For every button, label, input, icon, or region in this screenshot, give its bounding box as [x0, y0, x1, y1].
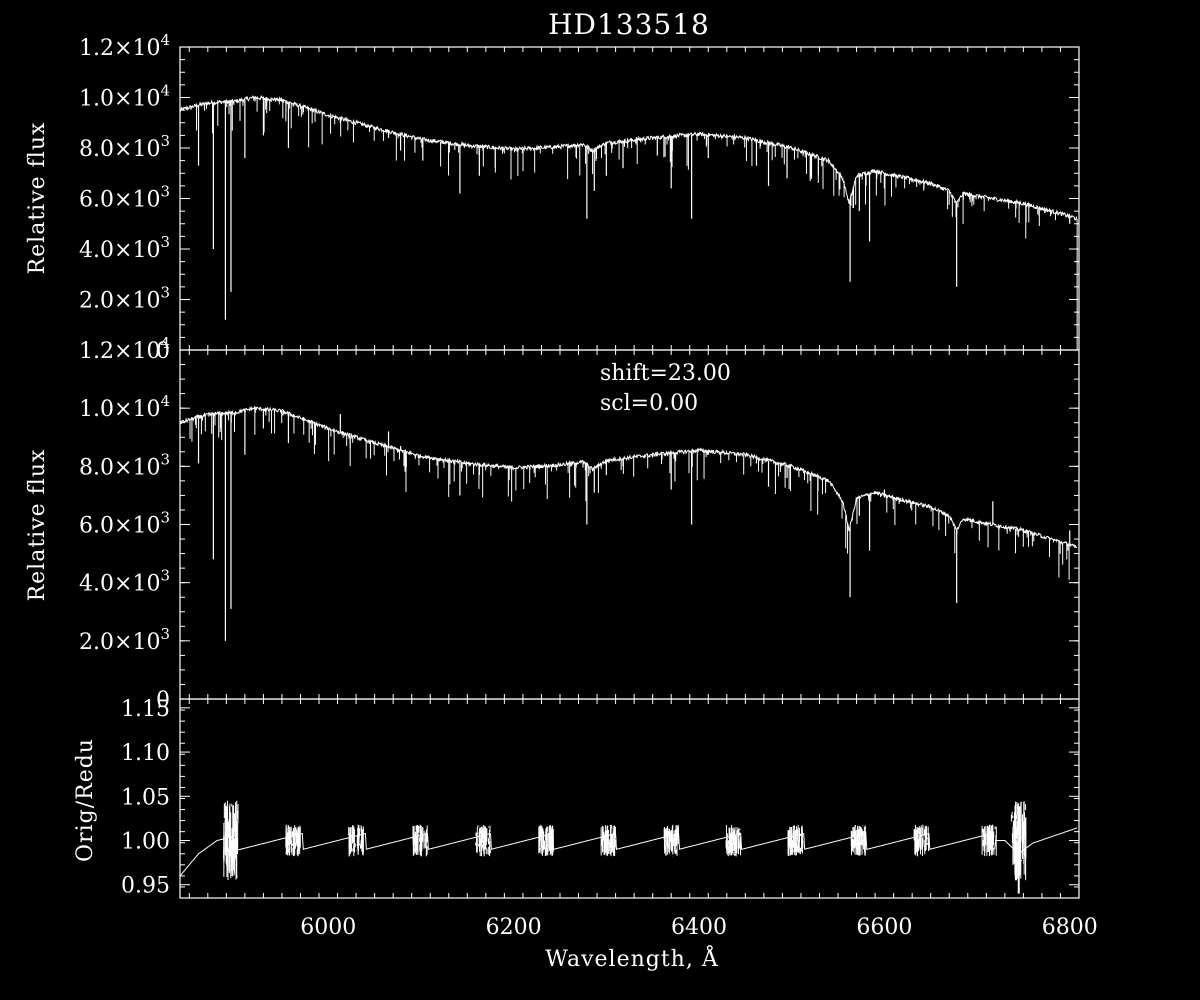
x-axis-label: Wavelength, Å: [545, 944, 719, 972]
plot-frame: [179, 698, 1080, 899]
y-tick-label: 1.0×104: [79, 392, 170, 422]
y-tick-label: 0: [156, 339, 170, 364]
spectrum-line: [179, 94, 1078, 222]
y-tick-label: 1.15: [121, 697, 170, 722]
y-tick-label: 2.0×103: [79, 284, 170, 314]
y-tick-label: 1.00: [121, 830, 170, 855]
y-tick-label: 1.10: [121, 741, 170, 766]
y-axis-label-middle: Relative flux: [25, 449, 50, 602]
x-tick-label: 6600: [856, 915, 912, 940]
y-axis-label-top: Relative flux: [25, 122, 50, 275]
y-tick-label: 8.0×103: [79, 450, 170, 480]
y-tick-label: 0.95: [121, 874, 170, 899]
y-tick-label: 1.2×104: [79, 334, 170, 364]
panel-top-flux: 0 2.0×103 4.0×103 6.0×103 8.0×103 1.0×104 1.2×…: [79, 31, 1080, 364]
panel-bottom-ratio: 0.95 1.00 1.05 1.10 1.15 6000 6200 6400 6600 6800: [121, 697, 1098, 940]
y-tick-label: 2.0×103: [79, 625, 170, 655]
y-tick-label: 6.0×103: [79, 183, 170, 213]
y-axis-label-bottom: Orig/Redu: [73, 738, 98, 862]
chart-title: HD133518: [548, 8, 710, 41]
y-tick-label: 8.0×103: [79, 132, 170, 162]
y-tick-label: 1.05: [121, 785, 170, 810]
x-tick-label: 6200: [486, 915, 542, 940]
scale-annotation: scl=0.00: [600, 391, 698, 416]
panel-middle-flux: 0 2.0×103 4.0×103 6.0×103 8.0×103 1.0×104 1.2×…: [79, 334, 1080, 713]
shift-annotation: shift=23.00: [600, 361, 731, 386]
plot-frame: [179, 46, 1080, 351]
x-tick-label: 6000: [300, 915, 356, 940]
y-tick-label: 4.0×103: [79, 233, 170, 263]
y-tick-label: 4.0×103: [79, 567, 170, 597]
x-tick-label: 6800: [1042, 915, 1098, 940]
x-tick-label: 6400: [671, 915, 727, 940]
ratio-line: [179, 827, 1078, 877]
spectrum-line: [179, 405, 1078, 549]
y-tick-label: 6.0×103: [79, 509, 170, 539]
y-tick-label: 0: [156, 688, 170, 713]
y-tick-label: 1.0×104: [79, 82, 170, 112]
y-tick-label: 1.2×104: [79, 31, 170, 61]
